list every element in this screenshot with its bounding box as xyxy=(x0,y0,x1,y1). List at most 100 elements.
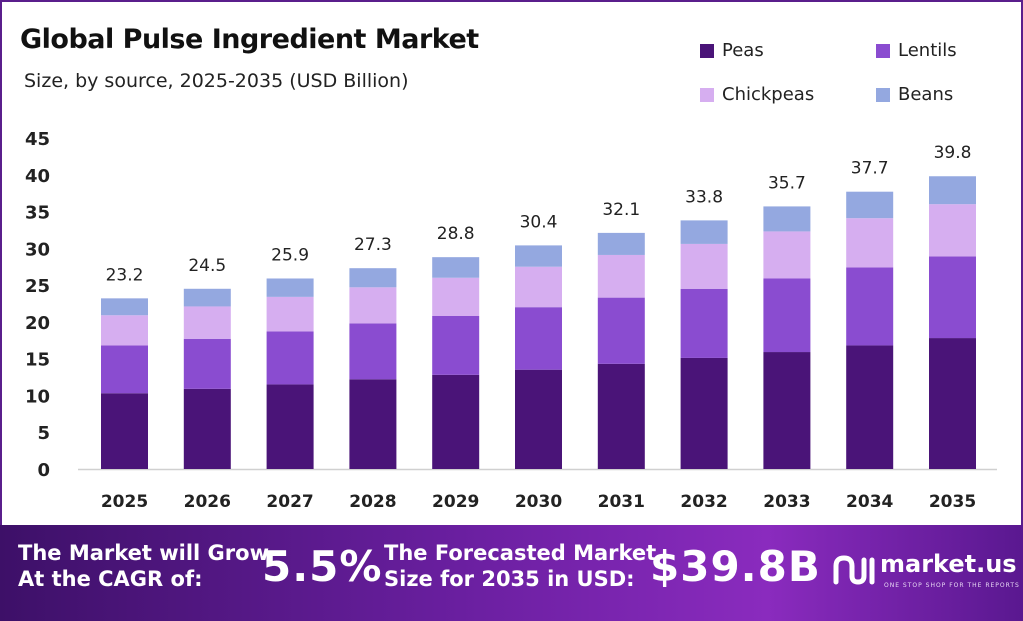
legend-item-peas: Peas xyxy=(700,40,764,61)
legend-swatch-chickpeas xyxy=(700,87,714,102)
bar-segment-peas xyxy=(597,363,645,469)
bar-segment-chickpeas xyxy=(349,287,397,324)
forecast-label-line2: Size for 2035 in USD: xyxy=(384,567,635,591)
legend-label-peas: Peas xyxy=(722,40,764,61)
legend-item-beans: Beans xyxy=(876,84,953,105)
y-tick-label: 15 xyxy=(25,350,50,371)
y-tick-label: 35 xyxy=(25,203,50,224)
bar-segment-lentils xyxy=(183,338,231,389)
bar-segment-beans xyxy=(680,220,728,244)
cagr-label-line2: At the CAGR of: xyxy=(18,567,203,591)
y-tick-label: 45 xyxy=(25,129,50,150)
x-tick-label: 2026 xyxy=(184,492,231,512)
bar-segment-lentils xyxy=(597,297,645,364)
legend-swatch-beans xyxy=(876,87,890,102)
cagr-label-line1: The Market will Grow xyxy=(18,541,269,565)
bar-segment-peas xyxy=(846,345,894,469)
bar-segment-peas xyxy=(515,369,562,469)
market-us-logo-icon xyxy=(833,555,875,585)
chart-subtitle: Size, by source, 2025-2035 (USD Billion) xyxy=(24,70,409,92)
bar-segment-chickpeas xyxy=(101,315,148,346)
forecast-label-line1: The Forecasted Market xyxy=(384,541,657,565)
cagr-label: The Market will Grow At the CAGR of: xyxy=(18,540,269,592)
x-tick-label: 2030 xyxy=(515,492,562,512)
brand-logo: market.us ONE STOP SHOP FOR THE REPORTS xyxy=(832,548,1020,598)
y-tick-label: 40 xyxy=(25,166,50,187)
bar-total-label: 28.8 xyxy=(437,224,475,244)
forecast-value: $39.8B xyxy=(650,542,821,591)
bar-segment-lentils xyxy=(349,323,397,380)
bar-segment-beans xyxy=(763,206,811,232)
bar-segment-chickpeas xyxy=(183,306,231,339)
bar-segment-beans xyxy=(349,268,397,288)
bar-total-label: 23.2 xyxy=(106,265,144,285)
bar-segment-peas xyxy=(101,393,148,469)
x-tick-label: 2028 xyxy=(349,492,396,512)
legend: Peas Lentils Chickpeas Beans xyxy=(700,40,1010,120)
bar-segment-chickpeas xyxy=(929,204,976,257)
x-tick-label: 2033 xyxy=(763,492,810,512)
bar-segment-beans xyxy=(515,245,562,267)
bar-segment-chickpeas xyxy=(515,266,562,308)
bar-segment-chickpeas xyxy=(763,231,811,279)
bar-segment-beans xyxy=(101,298,148,316)
bar-segment-lentils xyxy=(515,307,562,370)
legend-label-beans: Beans xyxy=(898,84,954,105)
x-tick-label: 2027 xyxy=(266,492,313,512)
y-tick-label: 20 xyxy=(25,313,50,334)
bar-total-label: 37.7 xyxy=(851,159,889,179)
bar-segment-lentils xyxy=(763,278,811,353)
legend-swatch-peas xyxy=(700,43,714,58)
bar-segment-beans xyxy=(183,288,231,307)
legend-label-lentils: Lentils xyxy=(898,40,957,61)
bar-segment-chickpeas xyxy=(597,254,645,298)
bar-segment-beans xyxy=(432,257,480,278)
y-tick-label: 5 xyxy=(37,423,50,444)
bar-segment-beans xyxy=(929,176,976,205)
legend-item-chickpeas: Chickpeas xyxy=(700,84,814,105)
bar-segment-peas xyxy=(432,374,480,469)
bar-segment-peas xyxy=(183,388,231,469)
bar-segment-lentils xyxy=(432,316,480,375)
bar-segment-peas xyxy=(266,384,314,469)
bar-segment-peas xyxy=(349,379,397,469)
legend-swatch-lentils xyxy=(876,43,890,58)
brand-tagline: ONE STOP SHOP FOR THE REPORTS xyxy=(884,582,1020,589)
x-tick-label: 2025 xyxy=(101,492,148,512)
bar-segment-chickpeas xyxy=(680,243,728,289)
bar-segment-lentils xyxy=(101,345,148,394)
bar-total-label: 27.3 xyxy=(354,235,392,255)
bar-segment-peas xyxy=(763,352,811,469)
forecast-label: The Forecasted Market Size for 2035 in U… xyxy=(384,540,656,592)
bar-segment-chickpeas xyxy=(846,218,894,268)
x-tick-label: 2031 xyxy=(598,492,645,512)
bar-total-label: 39.8 xyxy=(934,143,972,163)
brand-name: market.us xyxy=(880,550,1017,578)
bar-segment-lentils xyxy=(266,331,314,385)
bar-segment-peas xyxy=(929,338,976,469)
bar-chart: 05101520253035404523.2202524.5202625.920… xyxy=(25,129,997,512)
bar-total-label: 33.8 xyxy=(685,187,723,207)
bar-segment-beans xyxy=(597,232,645,255)
bar-segment-peas xyxy=(680,357,728,469)
chart-title: Global Pulse Ingredient Market xyxy=(20,24,479,55)
bar-segment-beans xyxy=(846,191,894,219)
y-tick-label: 10 xyxy=(25,386,50,407)
x-tick-label: 2034 xyxy=(846,492,893,512)
bar-total-label: 30.4 xyxy=(520,212,558,232)
bar-segment-chickpeas xyxy=(432,277,480,317)
bar-segment-chickpeas xyxy=(266,296,314,332)
bar-segment-lentils xyxy=(846,267,894,346)
y-tick-label: 25 xyxy=(25,276,50,297)
bar-segment-lentils xyxy=(929,256,976,339)
y-tick-label: 0 xyxy=(37,460,50,481)
bar-total-label: 35.7 xyxy=(768,173,806,193)
x-tick-label: 2029 xyxy=(432,492,479,512)
x-tick-label: 2035 xyxy=(929,492,976,512)
bar-total-label: 24.5 xyxy=(188,256,226,276)
bar-total-label: 25.9 xyxy=(271,245,309,265)
bar-segment-lentils xyxy=(680,288,728,358)
bar-total-label: 32.1 xyxy=(602,200,640,220)
x-tick-label: 2032 xyxy=(680,492,727,512)
y-tick-label: 30 xyxy=(25,239,50,260)
